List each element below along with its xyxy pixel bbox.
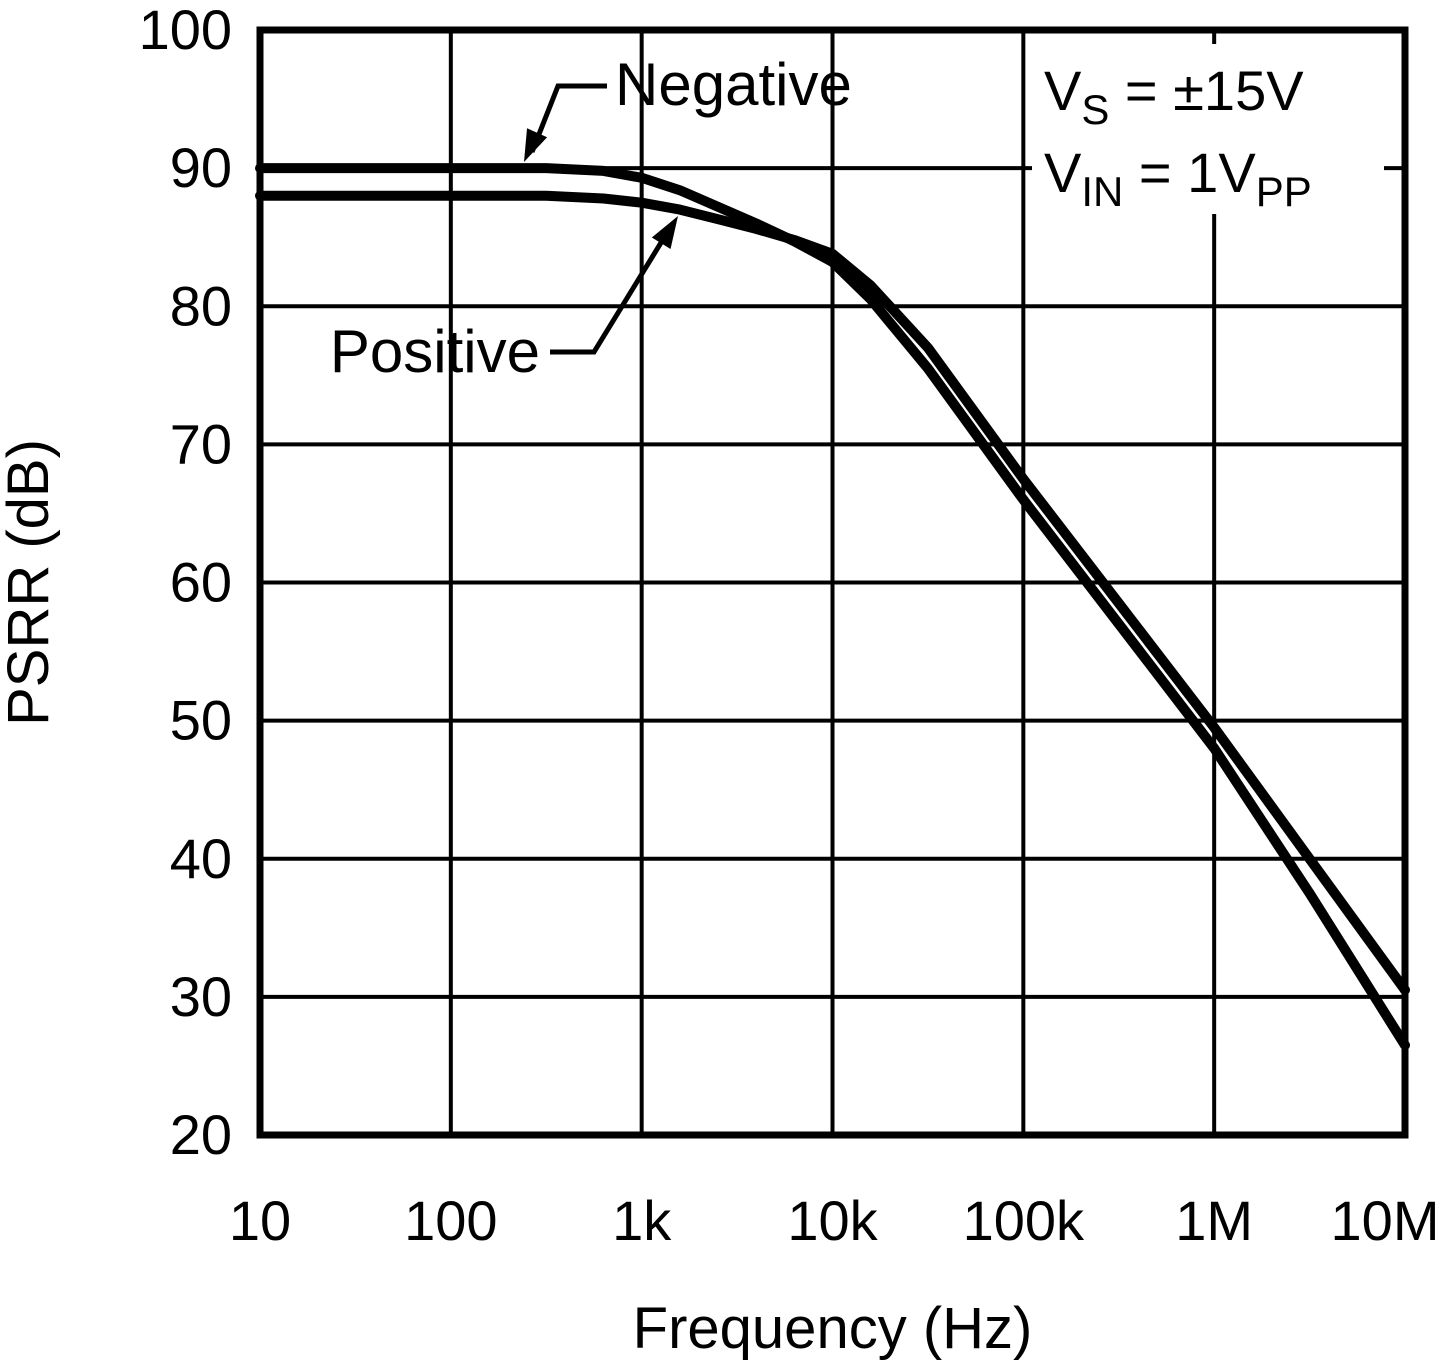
y-tick-label: 70: [170, 412, 232, 475]
y-axis-tick-labels: 100 90 80 70 60 50 40 30 20: [139, 0, 232, 1166]
condition-line: VS​ = ±15V: [1044, 59, 1304, 133]
y-tick-label: 60: [170, 551, 232, 614]
y-tick-label: 20: [170, 1103, 232, 1166]
curve-labels: Negative Positive: [330, 51, 852, 385]
x-tick-label: 10k: [787, 1189, 878, 1252]
y-tick-label: 90: [170, 136, 232, 199]
y-tick-label: 40: [170, 827, 232, 890]
condition-line: VIN​ = 1VPP​: [1044, 141, 1312, 215]
y-tick-label: 80: [170, 274, 232, 337]
x-tick-label: 1M: [1175, 1189, 1253, 1252]
x-axis-title: Frequency (Hz): [633, 1296, 1033, 1361]
x-tick-label: 10M: [1331, 1189, 1440, 1252]
y-tick-label: 50: [170, 689, 232, 752]
leader-arrowhead: [651, 216, 678, 250]
leader-arrowhead: [524, 128, 548, 162]
y-tick-label: 100: [139, 0, 232, 61]
x-tick-label: 1k: [612, 1189, 672, 1252]
series-curves: [255, 163, 1410, 1051]
x-tick-label: 100: [404, 1189, 497, 1252]
x-tick-label: 100k: [963, 1189, 1085, 1252]
conditions-mask: [1032, 44, 1384, 214]
y-tick-label: 30: [170, 965, 232, 1028]
negative-leader-line: [529, 83, 607, 153]
series-positive-curve: [255, 190, 1410, 995]
x-axis-tick-labels: 10 100 1k 10k 100k 1M 10M: [229, 1189, 1440, 1252]
x-tick-label: 10: [229, 1189, 291, 1252]
negative-curve-label: Negative: [615, 51, 852, 118]
positive-curve-label: Positive: [330, 318, 540, 385]
positive-leader-line: [550, 226, 673, 355]
plot-frame: [256, 26, 1409, 1139]
y-axis-title: PSRR (dB): [0, 439, 61, 726]
